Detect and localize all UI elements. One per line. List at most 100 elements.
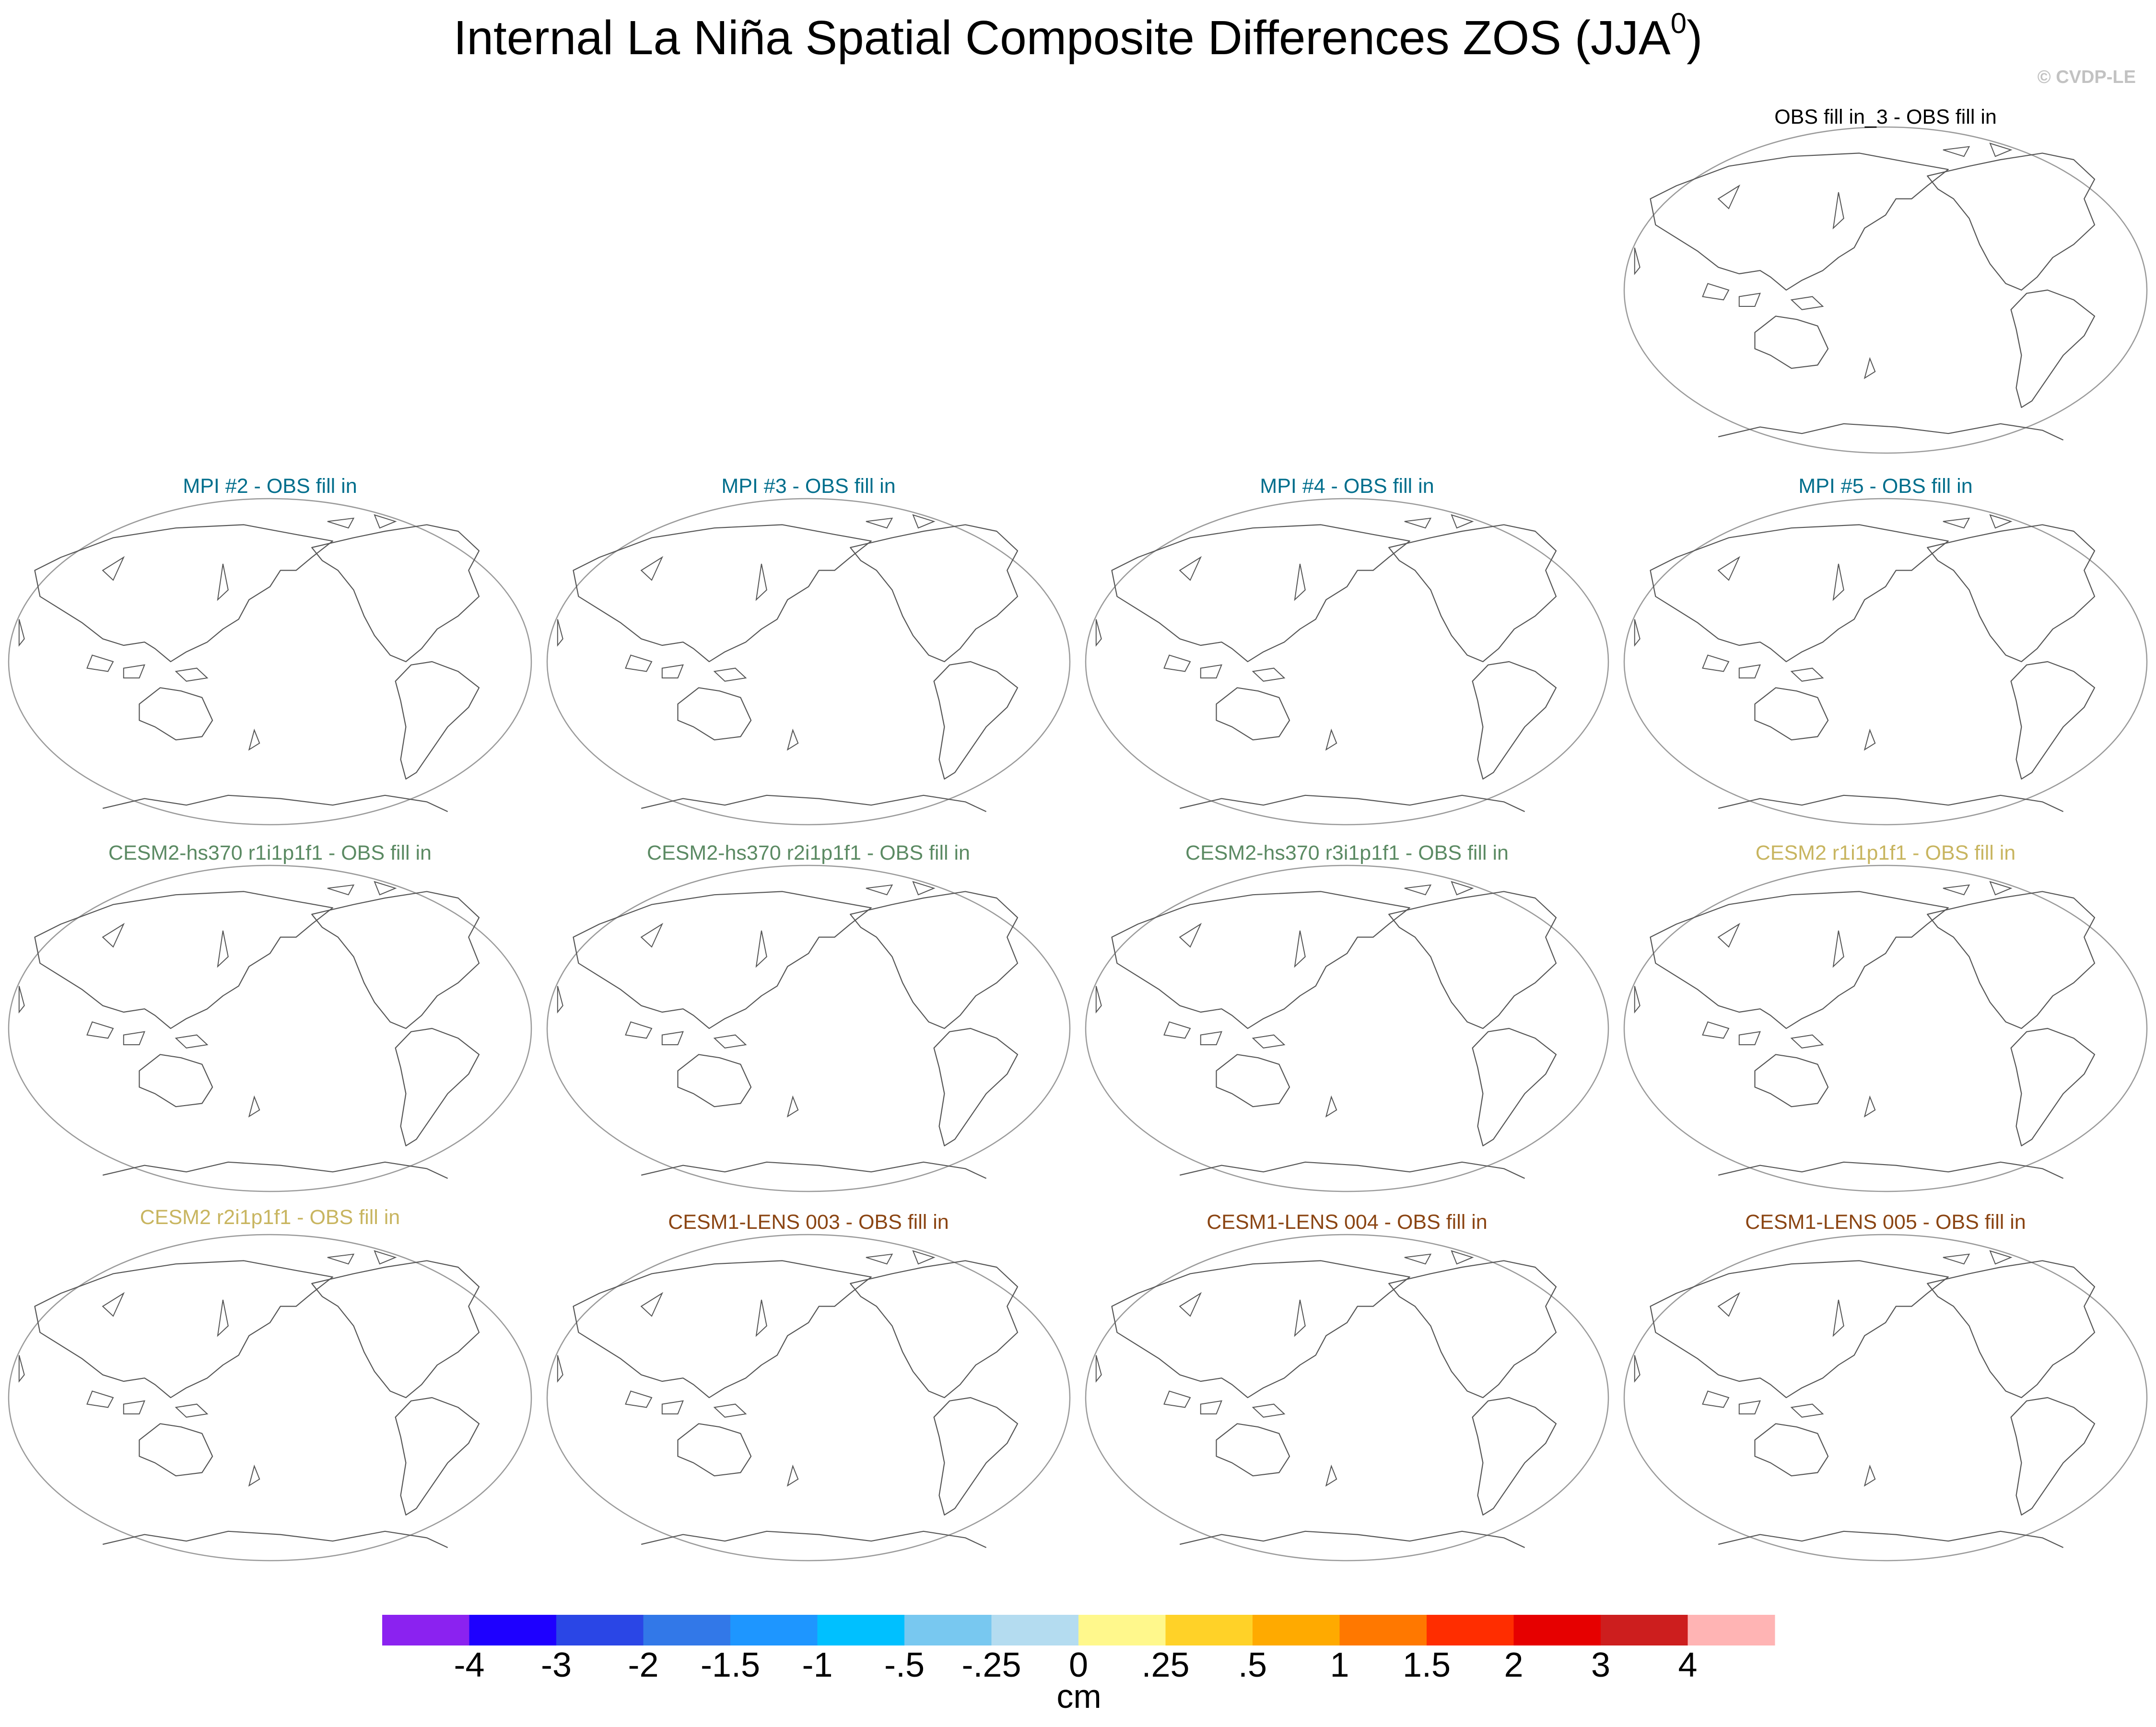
island-outline <box>866 1253 893 1265</box>
coastline <box>1388 1260 1557 1399</box>
coastline <box>1216 1054 1290 1108</box>
island-outline <box>713 667 747 682</box>
panel-title: MPI #5 - OBS fill in <box>1798 475 1973 498</box>
island-outline <box>1451 514 1474 529</box>
map-outline <box>546 498 1071 826</box>
coastline <box>1754 1054 1829 1108</box>
map-outline <box>8 498 532 826</box>
island-outline <box>1790 1403 1824 1418</box>
coastline <box>1927 891 2096 1029</box>
colorbar-units: cm <box>1056 1678 1101 1715</box>
island-outline <box>1163 1021 1191 1039</box>
colorbar-tick-label: -2 <box>628 1646 659 1684</box>
island-outline <box>1790 1034 1824 1049</box>
island-outline <box>786 728 799 751</box>
island-outline <box>1404 884 1432 896</box>
island-outline <box>786 1095 799 1118</box>
coastline <box>34 1260 333 1399</box>
colorbar-box <box>1601 1615 1688 1645</box>
coastline <box>677 687 752 741</box>
map-panel <box>1623 1234 2148 1562</box>
colorbar-tick-label: -4 <box>454 1646 485 1684</box>
coastline <box>1388 891 1557 1029</box>
island-outline <box>327 1253 355 1265</box>
island-outline <box>1179 1292 1202 1317</box>
coastline <box>1718 1530 2064 1548</box>
island-outline <box>1252 667 1286 682</box>
colorbar-box <box>1078 1615 1166 1645</box>
coastline <box>933 1397 1019 1516</box>
coastline <box>1179 794 1525 812</box>
island-outline <box>866 884 893 896</box>
coastline <box>933 1027 1019 1146</box>
island-outline <box>248 1464 260 1487</box>
island-outline <box>557 1355 563 1383</box>
island-outline <box>1702 654 1730 672</box>
map-outline <box>1623 1234 2148 1562</box>
map-outline <box>1085 498 1609 826</box>
coastline <box>102 1530 448 1548</box>
island-outline <box>912 1250 936 1265</box>
island-outline <box>1179 922 1202 948</box>
coastline <box>139 687 213 741</box>
coastline <box>311 1260 480 1399</box>
island-outline <box>1943 146 1970 157</box>
map-panel <box>546 498 1071 826</box>
island-outline <box>1863 1464 1876 1487</box>
coastline <box>573 891 872 1029</box>
island-outline <box>1325 1095 1337 1118</box>
island-outline <box>1294 1299 1306 1337</box>
island-outline <box>1095 619 1102 647</box>
island-outline <box>1943 1253 1970 1265</box>
coastline <box>1216 687 1290 741</box>
island-outline <box>1451 1250 1474 1265</box>
island-outline <box>86 1021 114 1039</box>
island-outline <box>248 1095 260 1118</box>
map-panel <box>8 1234 532 1562</box>
colorbar-tick-label: .25 <box>1141 1646 1190 1684</box>
island-outline <box>102 1292 125 1317</box>
island-outline <box>557 619 563 647</box>
watermark: © CVDP-LE <box>2037 67 2136 87</box>
colorbar-box <box>643 1615 731 1645</box>
island-outline <box>1634 619 1640 647</box>
island-outline <box>1451 881 1474 896</box>
colorbar-box <box>469 1615 557 1645</box>
coastline <box>139 1423 213 1477</box>
island-outline <box>1252 1403 1286 1418</box>
island-outline <box>217 1299 229 1337</box>
coastline <box>1650 152 1949 291</box>
island-outline <box>175 667 209 682</box>
island-outline <box>123 664 145 678</box>
island-outline <box>1163 1390 1191 1408</box>
island-outline <box>102 922 125 948</box>
coastline <box>1650 1260 1949 1399</box>
island-outline <box>175 1034 209 1049</box>
island-outline <box>1702 1021 1730 1039</box>
coastline <box>1472 1027 1557 1146</box>
coastline <box>102 1161 448 1179</box>
island-outline <box>640 922 664 948</box>
colorbar-box <box>991 1615 1079 1645</box>
island-outline <box>1943 884 1970 896</box>
coastline <box>933 661 1019 780</box>
island-outline <box>1832 563 1844 601</box>
panel-title: CESM1-LENS 003 - OBS fill in <box>668 1211 949 1234</box>
coastline <box>850 524 1019 663</box>
map-outline <box>8 864 532 1192</box>
island-outline <box>557 986 563 1014</box>
coastline <box>1927 152 2096 291</box>
island-outline <box>1790 667 1824 682</box>
map-outline <box>1085 864 1609 1192</box>
island-outline <box>374 514 397 529</box>
island-outline <box>755 930 767 968</box>
island-outline <box>1294 563 1306 601</box>
island-outline <box>86 1390 114 1408</box>
island-outline <box>123 1031 145 1045</box>
title-suffix: ) <box>1687 11 1703 65</box>
coastline <box>1754 687 1829 741</box>
island-outline <box>1717 184 1741 210</box>
coastline <box>573 1260 872 1399</box>
map-outline <box>1623 126 2148 454</box>
